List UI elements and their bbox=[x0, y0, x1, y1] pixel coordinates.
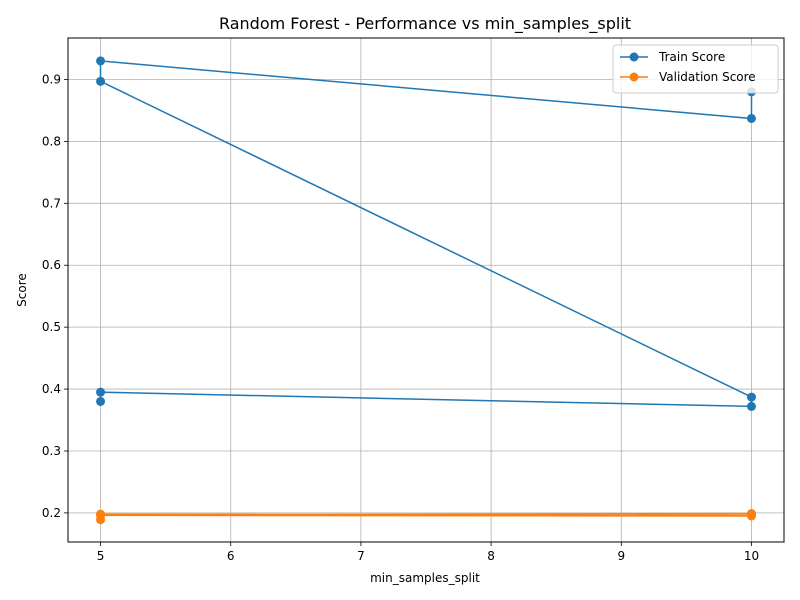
y-tick-label: 0.7 bbox=[42, 196, 61, 210]
x-tick-label: 10 bbox=[744, 549, 759, 563]
plot-frame bbox=[67, 37, 785, 543]
series-validation bbox=[96, 509, 756, 525]
legend-marker bbox=[629, 72, 639, 82]
data-point bbox=[96, 509, 106, 519]
data-point bbox=[96, 76, 106, 86]
y-tick-label: 0.6 bbox=[42, 258, 61, 272]
x-tick-label: 5 bbox=[97, 549, 105, 563]
x-tick-label: 8 bbox=[487, 549, 495, 563]
legend-label: Validation Score bbox=[659, 70, 756, 84]
y-tick-label: 0.3 bbox=[42, 444, 61, 458]
data-point bbox=[746, 401, 756, 411]
series-line bbox=[99, 512, 753, 520]
y-tick-label: 0.5 bbox=[42, 320, 61, 334]
y-tick-label: 0.9 bbox=[42, 72, 61, 86]
legend: Train Score Validation Score bbox=[612, 44, 779, 94]
data-point bbox=[96, 56, 106, 66]
x-axis-label: min_samples_split bbox=[370, 571, 480, 585]
series-layer bbox=[96, 56, 756, 525]
y-tick-label: 0.4 bbox=[42, 382, 61, 396]
legend-label: Train Score bbox=[658, 50, 725, 64]
legend-marker bbox=[629, 52, 639, 62]
legend-box bbox=[612, 44, 779, 94]
data-point bbox=[746, 392, 756, 402]
data-point bbox=[96, 387, 106, 397]
x-tick-label: 9 bbox=[617, 549, 625, 563]
grid-lines bbox=[68, 38, 784, 542]
data-point bbox=[746, 509, 756, 519]
y-tick-label: 0.8 bbox=[42, 134, 61, 148]
y-tick-label: 0.2 bbox=[42, 506, 61, 520]
data-point bbox=[746, 113, 756, 123]
data-point bbox=[96, 396, 106, 406]
x-tick-label: 7 bbox=[357, 549, 365, 563]
y-axis-label: Score bbox=[15, 273, 29, 307]
series-line bbox=[99, 60, 753, 408]
chart-title: Random Forest - Performance vs min_sampl… bbox=[219, 14, 631, 34]
axis-ticks: 5 6 7 8 9 10 0.2 0.3 0.4 0.5 0.6 0.7 0.8 0.9 bbox=[42, 72, 759, 563]
x-tick-label: 6 bbox=[227, 549, 235, 563]
